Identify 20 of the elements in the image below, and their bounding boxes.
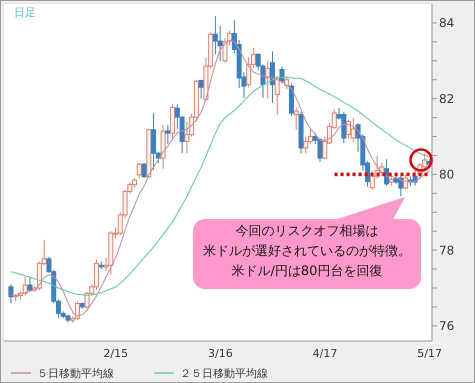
y-tick-label: 82 [439,92,454,106]
candlestick [151,112,156,170]
legend-label: ５日移動平均線 [37,366,114,380]
annotation: 米ドル/円は80円台を回復 [230,263,384,281]
x-tick-label: 2/15 [103,346,128,360]
candlestick [265,60,270,100]
y-tick-label: 84 [439,16,454,30]
x-tick-label: 4/17 [312,346,338,360]
y-tick-label: 76 [439,319,454,334]
legend-label: ２５日移動平均線 [180,366,268,380]
annotation: 今回のリスクオフ相場は [234,223,380,241]
y-tick-label: 80 [439,168,454,182]
x-tick-label: 3/16 [208,346,233,360]
y-tick-label: 78 [439,243,454,258]
x-tick-label: 5/17 [417,346,442,360]
candlestick [8,284,14,304]
chart-title: 日足 [14,5,36,20]
candlestick [246,56,252,88]
annotation: 米ドルが選好されているのが特徴。 [202,243,412,261]
candlestick [160,124,166,170]
